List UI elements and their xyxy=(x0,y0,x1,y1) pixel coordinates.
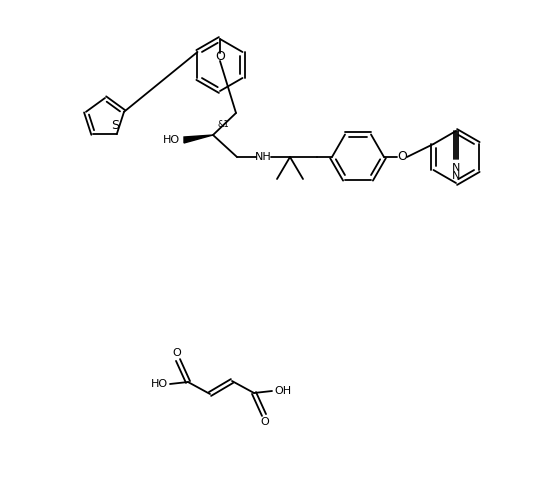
Text: &1: &1 xyxy=(217,120,229,129)
Text: O: O xyxy=(261,417,270,427)
Text: HO: HO xyxy=(163,135,180,145)
Text: NH: NH xyxy=(254,152,271,162)
Polygon shape xyxy=(184,135,213,143)
Text: OH: OH xyxy=(274,386,291,396)
Text: O: O xyxy=(172,348,181,358)
Text: N: N xyxy=(452,163,460,173)
Text: N: N xyxy=(452,171,460,181)
Text: HO: HO xyxy=(151,379,168,389)
Text: O: O xyxy=(215,50,225,63)
Text: O: O xyxy=(397,150,407,163)
Text: S: S xyxy=(110,119,119,132)
